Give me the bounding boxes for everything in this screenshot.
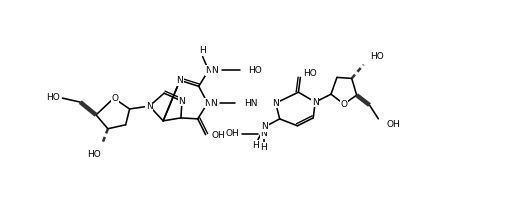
Text: HO: HO bbox=[46, 93, 59, 102]
Text: O: O bbox=[111, 94, 118, 103]
Text: N: N bbox=[205, 66, 212, 75]
Text: OH: OH bbox=[226, 129, 239, 138]
Text: N: N bbox=[261, 129, 267, 138]
Text: N: N bbox=[272, 99, 279, 107]
Text: HO: HO bbox=[303, 69, 317, 78]
Text: HO: HO bbox=[248, 66, 262, 75]
Text: N: N bbox=[178, 97, 185, 106]
Text: N: N bbox=[146, 102, 153, 111]
Text: HO: HO bbox=[87, 150, 101, 159]
Text: OH: OH bbox=[386, 120, 400, 129]
Text: H: H bbox=[199, 46, 206, 55]
Text: N: N bbox=[211, 66, 218, 75]
Text: N: N bbox=[312, 98, 319, 107]
Text: N: N bbox=[177, 76, 183, 85]
Text: OH: OH bbox=[211, 131, 225, 140]
Text: H: H bbox=[261, 143, 267, 152]
Text: O: O bbox=[340, 100, 347, 109]
Text: N: N bbox=[210, 99, 217, 107]
Text: N: N bbox=[204, 99, 211, 107]
Text: H: H bbox=[252, 141, 260, 150]
Text: HO: HO bbox=[370, 52, 384, 61]
Text: N: N bbox=[262, 122, 268, 131]
Text: HN: HN bbox=[244, 99, 258, 107]
